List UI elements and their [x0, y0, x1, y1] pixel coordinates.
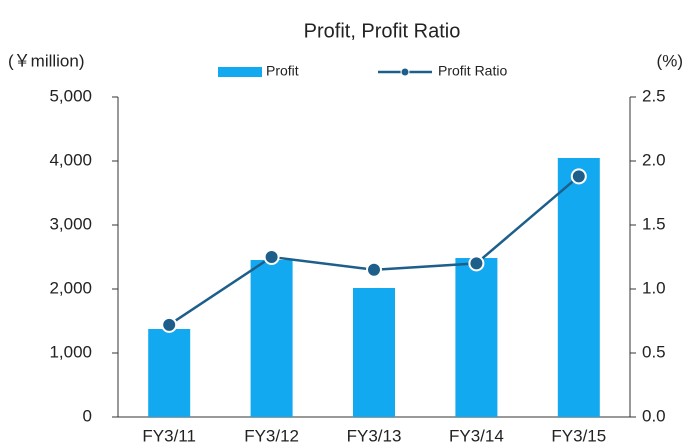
x-tick-label: FY3/13 [347, 426, 402, 445]
y-tick-label: 0 [83, 406, 92, 425]
y-axis-label: (￥million) [8, 51, 85, 70]
legend-marker [400, 67, 410, 77]
y2-tick-label: 2.0 [642, 150, 666, 169]
x-tick-label: FY3/15 [551, 426, 606, 445]
y2-tick-label: 1.0 [642, 278, 666, 297]
y2-tick-label: 1.5 [642, 214, 666, 233]
x-tick-label: FY3/11 [142, 426, 196, 445]
y-tick-label: 2,000 [49, 278, 92, 297]
bar [250, 260, 293, 417]
x-tick-label: FY3/12 [244, 426, 299, 445]
line-marker [570, 168, 587, 185]
y-tick-label: 5,000 [49, 86, 92, 105]
line-marker [161, 316, 178, 333]
y-tick-label: 4,000 [49, 150, 92, 169]
chart-title: Profit, Profit Ratio [304, 20, 461, 42]
y-tick-label: 3,000 [49, 214, 92, 233]
y2-axis-label: (%) [657, 51, 683, 70]
y2-tick-label: 2.5 [642, 86, 666, 105]
line-marker [468, 255, 485, 272]
line-marker [366, 261, 382, 278]
legend-label: Profit Ratio [438, 63, 507, 79]
y2-tick-label: 0.5 [642, 342, 666, 361]
bar [148, 329, 191, 417]
legend-swatch [218, 67, 262, 77]
x-tick-label: FY3/14 [449, 426, 504, 445]
y2-tick-label: 0.0 [642, 406, 666, 425]
bar [455, 258, 498, 417]
bar [353, 287, 395, 417]
line-marker [263, 249, 280, 265]
legend-label: Profit [266, 63, 299, 79]
y-tick-label: 1,000 [49, 342, 92, 361]
bar [557, 157, 600, 417]
